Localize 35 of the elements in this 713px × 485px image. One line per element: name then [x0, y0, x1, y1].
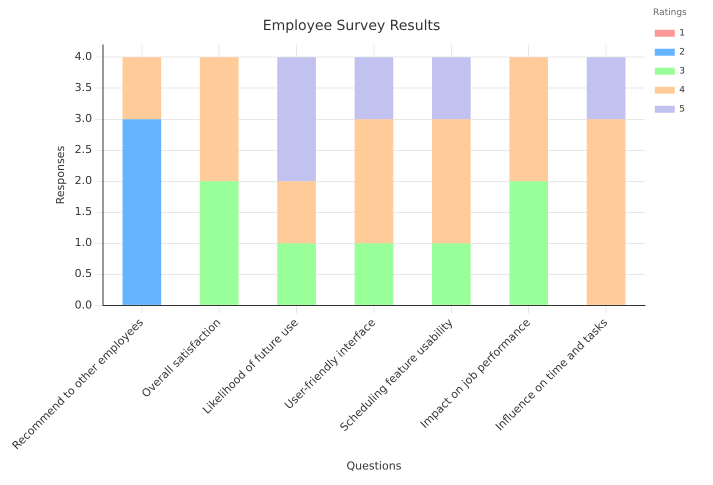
bar — [586, 57, 626, 120]
y-tick-label: 0.5 — [74, 267, 92, 280]
bar — [354, 119, 394, 244]
bar — [277, 181, 316, 244]
legend-label: 3 — [679, 66, 686, 77]
bar — [200, 181, 239, 305]
legend-label: 2 — [679, 48, 686, 58]
y-tick-label: 1.0 — [74, 236, 92, 250]
y-tick-label: 2.0 — [74, 174, 92, 188]
bar — [354, 57, 394, 120]
chart-title: Employee Survey Results — [262, 18, 440, 34]
y-tick-label: 1.5 — [74, 205, 92, 218]
legend-label: 5 — [679, 104, 686, 115]
bar — [586, 119, 626, 305]
bar — [509, 181, 548, 305]
bar — [277, 243, 316, 305]
y-tick-label: 3.5 — [74, 81, 92, 94]
bar — [277, 57, 316, 182]
y-tick-label: 4.0 — [74, 50, 92, 64]
legend-label: 1 — [679, 28, 686, 39]
bar — [122, 119, 162, 305]
legend-title: Ratings — [653, 8, 688, 18]
y-tick-label: 2.5 — [74, 143, 92, 156]
bar — [509, 57, 548, 182]
y-tick-label: 0.0 — [74, 298, 92, 312]
x-axis-title: Questions — [346, 459, 402, 472]
y-tick-label: 3.0 — [74, 112, 92, 126]
bar — [122, 57, 162, 120]
bar — [432, 243, 471, 305]
bar — [432, 57, 471, 120]
bar — [354, 243, 394, 305]
y-axis-title: Responses — [54, 146, 67, 204]
bar — [432, 119, 471, 244]
legend-label: 4 — [679, 86, 686, 96]
bar — [200, 57, 239, 182]
